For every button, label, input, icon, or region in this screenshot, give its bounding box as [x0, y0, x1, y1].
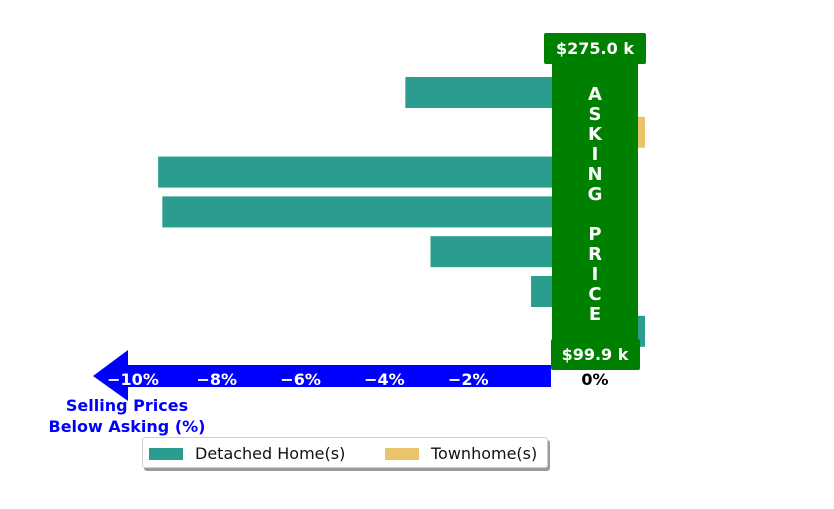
price-bottom-label: $99.9 k [562, 345, 629, 364]
legend-item-detached: Detached Home(s) [149, 444, 345, 463]
x-tick-label-1: −8% [197, 370, 238, 389]
asking-price-letter-3: I [592, 144, 599, 165]
legend-swatch-detached [149, 447, 183, 460]
legend: Detached Home(s) Townhome(s) [142, 437, 548, 468]
asking-price-letter-5: G [588, 184, 603, 205]
bar-detached-6 [638, 315, 645, 347]
asking-price-letter-7: P [588, 224, 601, 245]
x-axis-label-line-0: Selling Prices [66, 396, 188, 415]
asking-price-letter-8: R [588, 244, 602, 265]
asking-price-letter-2: K [588, 124, 603, 145]
x-tick-label-0: −10% [107, 370, 159, 389]
bar-detached-0 [405, 77, 552, 108]
asking-price-band [552, 60, 638, 346]
price-bottom-box [551, 339, 640, 370]
legend-item-townhome: Townhome(s) [385, 444, 537, 463]
legend-label-townhome: Townhome(s) [431, 444, 538, 463]
legend-swatch-townhome [385, 447, 419, 460]
x-axis-label-line-1: Below Asking (%) [49, 417, 206, 436]
x-tick-label-5: 0% [581, 370, 608, 389]
asking-price-letter-10: C [588, 284, 601, 305]
bar-detached-3 [162, 196, 552, 228]
bar-detached-2 [158, 156, 552, 188]
x-tick-label-4: −2% [448, 370, 489, 389]
asking-price-letter-0: A [588, 84, 602, 105]
x-tick-label-2: −6% [280, 370, 321, 389]
asking-price-letter-11: E [589, 304, 601, 325]
asking-price-letter-9: I [592, 264, 599, 285]
asking-price-letter-1: S [589, 104, 602, 125]
bar-detached-4 [430, 236, 552, 268]
axis-arrow [93, 350, 551, 401]
price-top-label: $275.0 k [556, 39, 634, 58]
legend-label-detached: Detached Home(s) [195, 444, 346, 463]
asking-price-letter-4: N [587, 164, 602, 185]
price-top-box [544, 33, 646, 64]
bar-townhome-1 [638, 116, 645, 148]
bar-detached-5 [531, 276, 552, 307]
x-tick-label-3: −4% [364, 370, 405, 389]
